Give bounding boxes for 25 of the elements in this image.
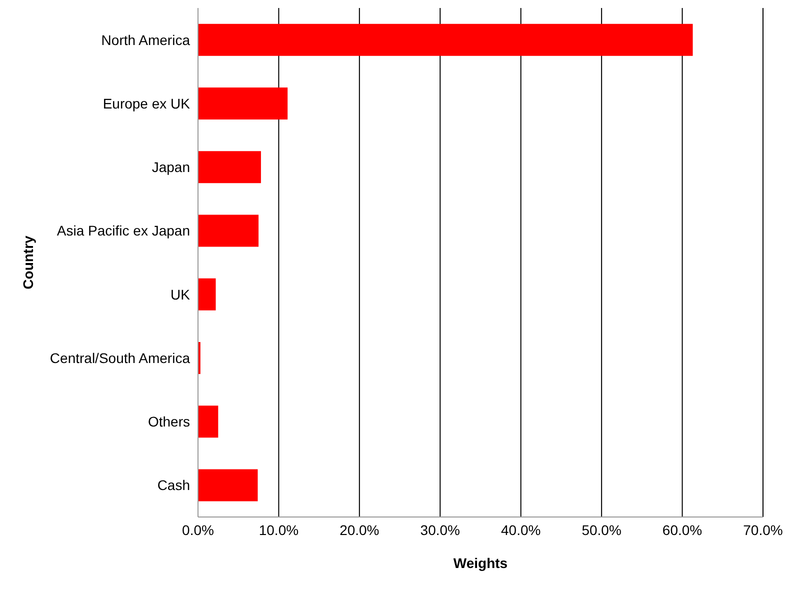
x-tick-label: 60.0% (662, 522, 702, 538)
x-tick-label: 0.0% (182, 522, 214, 538)
y-axis-title: Country (20, 235, 36, 290)
y-tick-label: UK (170, 286, 191, 302)
bar (198, 469, 258, 502)
y-tick-label: Central/South America (50, 350, 190, 366)
y-tick-label: Japan (152, 159, 190, 176)
x-axis-title: Weights (453, 555, 508, 571)
y-tick-label: Europe ex UK (102, 95, 191, 112)
x-tick-label: 20.0% (340, 522, 380, 538)
x-tick-label: 30.0% (420, 522, 460, 538)
bar (198, 24, 693, 56)
x-tick-label: 50.0% (582, 522, 622, 538)
bar (198, 406, 218, 438)
x-tick-label: 40.0% (501, 522, 541, 538)
y-tick-label: Asia Pacific ex Japan (56, 222, 190, 239)
x-tick-label: 10.0% (258, 522, 299, 538)
bar (198, 278, 216, 310)
bar (198, 88, 288, 120)
y-tick-label: North America (101, 32, 190, 48)
bar (198, 151, 261, 184)
y-tick-label: Others (148, 414, 190, 430)
bar (198, 214, 259, 247)
y-tick-label: Cash (157, 477, 190, 494)
x-tick-label: 70.0% (743, 522, 783, 538)
